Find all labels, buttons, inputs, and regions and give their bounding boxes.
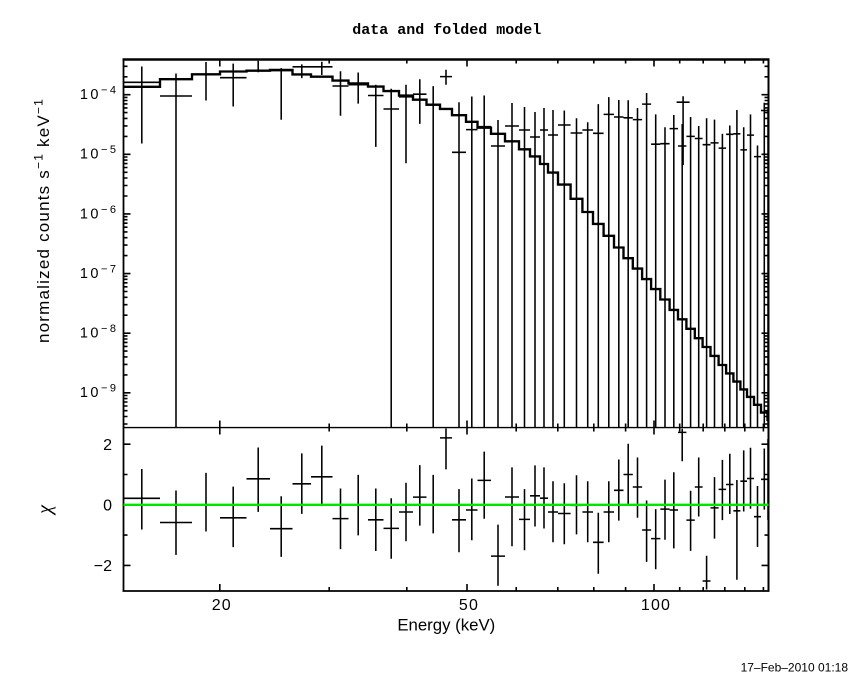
svg-text:−2: −2 [94, 558, 112, 575]
svg-text:χ: χ [34, 504, 56, 516]
svg-text:2: 2 [103, 437, 112, 454]
svg-text:20: 20 [212, 597, 232, 614]
svg-text:normalized counts s−1 keV−1: normalized counts s−1 keV−1 [32, 98, 54, 343]
svg-text:50: 50 [459, 597, 479, 614]
svg-text:Energy (keV): Energy (keV) [397, 616, 495, 635]
svg-text:data and folded model: data and folded model [352, 22, 541, 39]
svg-text:0: 0 [103, 498, 112, 515]
svg-text:100: 100 [641, 597, 671, 614]
svg-text:17–Feb–2010 01:18: 17–Feb–2010 01:18 [741, 661, 849, 675]
